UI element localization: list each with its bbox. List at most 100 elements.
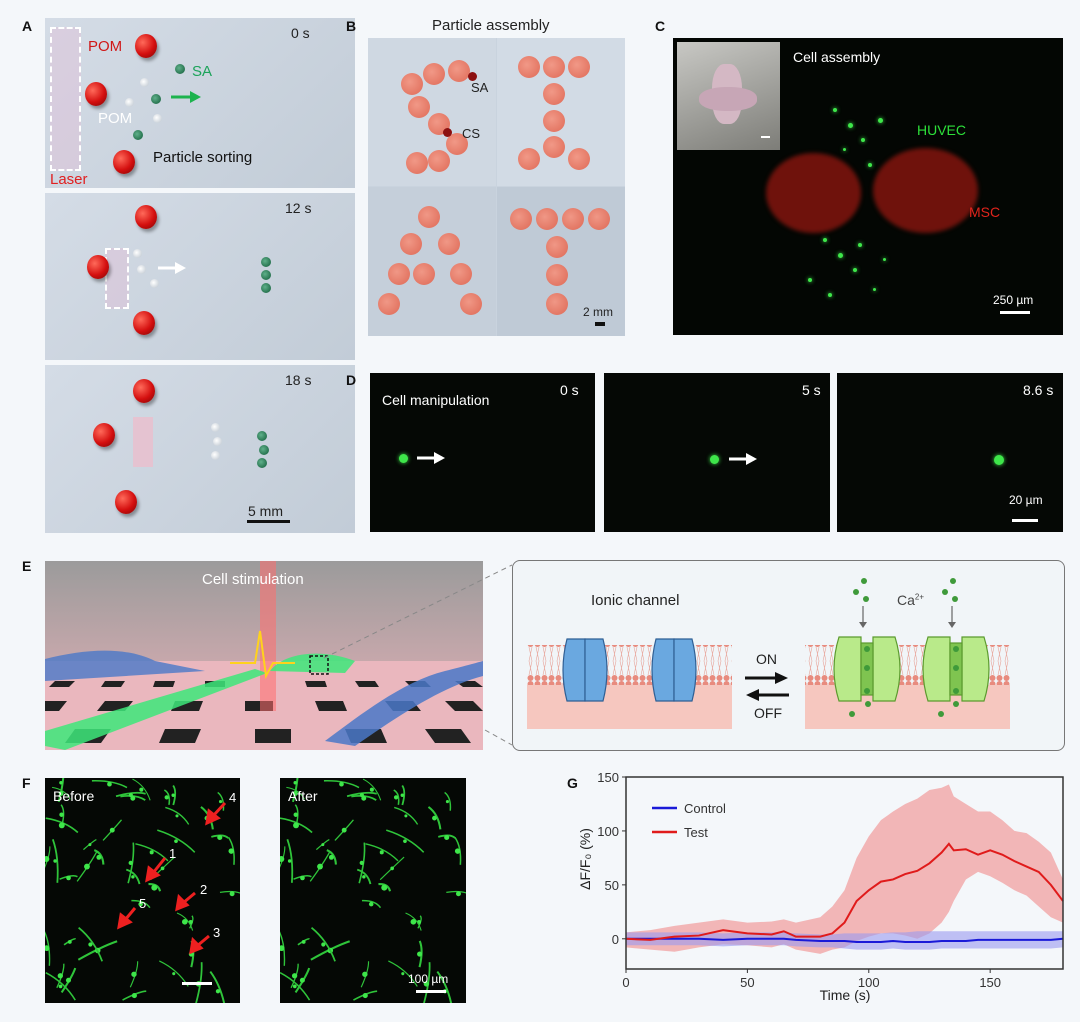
fluorescent-cell (388, 960, 418, 987)
fluorescent-cell (310, 927, 336, 962)
time-label: 8.6 s (1023, 382, 1054, 398)
time-label: 5 s (802, 382, 821, 398)
fluorescent-cell (401, 784, 406, 806)
cell-manipulation-title: Cell manipulation (382, 392, 490, 408)
cell-body (381, 884, 388, 891)
on-label: ON (756, 651, 777, 667)
fluorescent-cell (83, 839, 97, 851)
cell-body (293, 822, 299, 829)
sa-particle (261, 270, 271, 280)
fluorescent-cell (290, 963, 299, 989)
time-label: 0 s (560, 382, 579, 398)
legend-control-label: Control (684, 801, 726, 816)
cell-body (400, 793, 405, 797)
panel-b-image: SA CS 2 mm (368, 38, 625, 336)
pom-particle (87, 255, 109, 279)
ionic-channel-label: Ionic channel (591, 592, 680, 609)
cell-body (58, 790, 64, 796)
cell-body (293, 812, 299, 817)
fluorescent-cell (157, 829, 196, 853)
panel-d-frame-8-6s: 8.6 s 20 µm (837, 373, 1063, 532)
after-label: After (288, 788, 318, 804)
sa-particle (257, 431, 267, 441)
cell-body (139, 787, 144, 792)
x-tick-label: 50 (740, 975, 754, 990)
cell-body (317, 863, 323, 870)
cell-body (164, 795, 169, 800)
fluorescent-cell (356, 868, 372, 885)
cs-label: CS (462, 126, 481, 141)
cell-body (403, 839, 407, 844)
fluorescent-cell (132, 778, 151, 801)
fluorescent-cell (163, 789, 171, 805)
cell-body (455, 891, 461, 897)
cell-body (138, 901, 143, 907)
sa-particle (261, 283, 271, 293)
y-axis-label: ΔF/F₀ (%) (577, 828, 593, 890)
fluorescent-cell (323, 780, 360, 789)
scale-label: 2 mm (583, 305, 613, 319)
arrow-number-4: 4 (229, 790, 237, 805)
sa-label: SA (192, 63, 213, 80)
scale-label: 100 µm (408, 972, 449, 986)
panel-a-frame-12s: 12 s (45, 193, 355, 360)
fluorescent-cell (361, 899, 382, 909)
sa-label: SA (471, 80, 489, 95)
cell-body (59, 781, 63, 785)
cell-body (454, 848, 461, 854)
fluorescent-cell (379, 856, 405, 881)
line-control (626, 937, 1064, 944)
fluorescent-cell (45, 971, 76, 1001)
fluorescent-cell (280, 971, 311, 1001)
panel-label-e: E (22, 558, 32, 574)
white-pom-particle (213, 437, 222, 446)
y-tick-label: 150 (597, 770, 619, 785)
fluorescent-cell (310, 940, 351, 961)
cell-body (280, 945, 285, 952)
cell-body (393, 795, 399, 800)
scale-label: 5 mm (248, 503, 283, 519)
fluorescent-cell (127, 842, 135, 884)
white-pom-particle (211, 451, 220, 460)
fluorescent-cell (51, 839, 59, 883)
fluorescent-cell (438, 834, 456, 839)
fluorescent-cell (326, 849, 337, 865)
fluorescent-cell (195, 962, 203, 1003)
cell-body (404, 814, 408, 818)
sa-particle (151, 94, 161, 104)
legend-test-label: Test (684, 825, 708, 840)
cell-body (130, 795, 136, 801)
cell-body (328, 854, 334, 860)
cell-body (299, 977, 305, 983)
white-pom-particle (125, 98, 134, 107)
fluorescent-cell (59, 875, 78, 880)
white-pom-particle (153, 114, 162, 123)
panel-a-frame-0s: Laser POM SA POM Particle sorting 0 s (45, 18, 355, 188)
scale-bar (1012, 519, 1038, 522)
cell-body (149, 850, 154, 855)
fluorescent-cell (294, 967, 311, 994)
fluorescent-cell (360, 961, 370, 988)
fluorescent-cell (131, 899, 151, 909)
pom-particle (85, 82, 107, 106)
fluorescent-cell (211, 834, 229, 839)
pom-white-label: POM (98, 110, 133, 127)
cell-body (321, 843, 325, 847)
cell-body (339, 781, 344, 787)
y-tick-label: 50 (605, 878, 619, 893)
construct-photo-inset (677, 42, 780, 150)
laser-spot (133, 417, 153, 467)
cell-body (172, 972, 176, 976)
fluorescent-cell (423, 962, 431, 1003)
ionic-channel-diagram: Ionic channel ON OFF Ca2+ (512, 560, 1065, 751)
pom-particle (93, 423, 115, 447)
cell-body (96, 854, 102, 860)
cell-body (423, 981, 430, 987)
cell-body (292, 984, 297, 989)
fluorescent-cell (386, 829, 425, 853)
cell-body (88, 942, 93, 947)
sa-particle (261, 257, 271, 267)
x-tick-label: 100 (858, 975, 880, 990)
cell-body (181, 918, 188, 925)
cell-body (362, 971, 368, 977)
